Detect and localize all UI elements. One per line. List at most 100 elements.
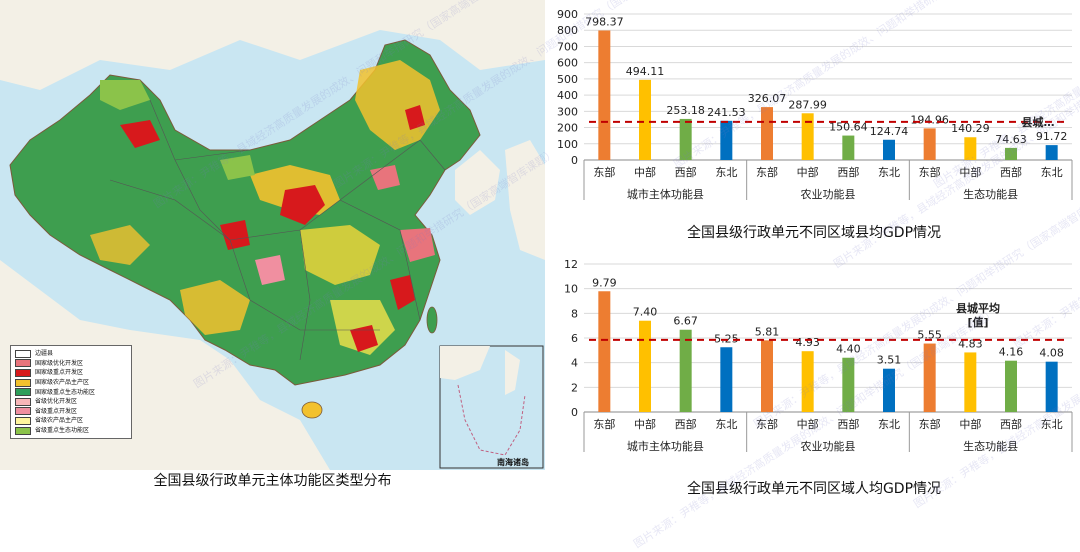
inset-land (440, 346, 490, 380)
zone-guangdong-dev (350, 325, 378, 352)
bar (923, 128, 936, 160)
value-label: 287.99 (788, 98, 827, 111)
legend-item: 边疆县 (15, 349, 127, 359)
per-capita-gdp-chart: 0 2 4 6 8 10 12 9.79 东部 7.40 中部 6.67 西部 5.25 东北城市主体功能县… (564, 258, 1073, 453)
legend-label: 省级优化开发区 (35, 398, 78, 406)
province-boundaries (109, 99, 446, 361)
legend-swatch (15, 416, 31, 425)
category-label: 东部 (593, 165, 615, 179)
category-label: 西部 (837, 165, 859, 179)
legend-item: 省级重点生态功能区 (15, 426, 127, 436)
value-label: 140.29 (951, 122, 990, 135)
category-label: 东北 (715, 166, 737, 179)
inset-philippines (505, 350, 520, 395)
category-label: 东部 (756, 165, 778, 179)
bar (761, 107, 773, 160)
category-label: 西部 (1000, 417, 1022, 431)
bar (1045, 145, 1058, 160)
category-label: 西部 (675, 165, 697, 179)
value-label: 150.64 (829, 121, 868, 134)
value-label: 326.07 (748, 92, 787, 105)
chart1-title: 全国县级行政单元不同区域县均GDP情况 (686, 225, 942, 241)
legend-swatch (15, 426, 31, 435)
bar (883, 139, 895, 160)
y-tick-label: 600 (557, 57, 578, 70)
legend-item: 国家级重点生态功能区 (15, 387, 127, 397)
legend-label: 国家级重点开发区 (35, 369, 84, 377)
y-tick-label: 12 (564, 258, 578, 271)
zone-provincial-dev (255, 255, 285, 285)
value-label: 798.37 (585, 15, 624, 28)
value-label: 5.81 (755, 325, 780, 338)
reference-line-label: 县城… (1022, 115, 1055, 129)
bar (923, 343, 936, 412)
bar (598, 30, 611, 160)
bar (761, 340, 773, 412)
legend-label: 国家级重点生态功能区 (35, 388, 96, 396)
category-label: 中部 (797, 417, 819, 431)
value-label: 91.72 (1036, 130, 1068, 143)
value-label: 4.93 (795, 336, 820, 349)
value-label: 4.08 (1039, 347, 1064, 360)
category-label: 东部 (756, 417, 778, 431)
zone-loess-eco (220, 155, 255, 180)
category-label: 东北 (878, 166, 900, 179)
category-label: 中部 (634, 417, 656, 431)
inset-dash-line (457, 384, 526, 456)
neighbor-land-north (0, 0, 545, 90)
group-label: 生态功能县 (963, 187, 1018, 201)
zone-southwest-agri (180, 280, 250, 335)
legend-label: 省级重点生态功能区 (35, 427, 90, 435)
category-label: 中部 (797, 165, 819, 179)
legend-swatch (15, 397, 31, 406)
legend-label: 国家级农产品主产区 (35, 379, 90, 387)
bar (720, 120, 733, 160)
legend-swatch (15, 359, 31, 368)
bar (801, 351, 814, 412)
japan-land (505, 140, 545, 260)
y-tick-label: 0 (571, 154, 578, 167)
y-tick-label: 400 (557, 89, 578, 102)
bar (1045, 361, 1058, 412)
bar (720, 347, 733, 412)
legend-label: 边疆县 (35, 350, 54, 358)
map-legend: 边疆县 国家级优化开发区 国家级重点开发区 国家级农产品主产区 国家级重点生态功能区 省级… (10, 345, 132, 440)
zone-xinjiang-dev (120, 120, 160, 148)
value-label: 124.74 (870, 125, 909, 138)
value-label: 7.40 (633, 306, 658, 319)
bar (1005, 360, 1017, 412)
reference-line-label: [值] (967, 315, 988, 329)
category-label: 中部 (959, 165, 981, 179)
value-label: 253.18 (666, 104, 705, 117)
legend-item: 省级农产品主产区 (15, 416, 127, 426)
bar (679, 329, 692, 412)
category-label: 中部 (959, 417, 981, 431)
value-label: 9.79 (592, 276, 617, 289)
legend-item: 国家级重点开发区 (15, 368, 127, 378)
legend-label: 省级重点开发区 (35, 407, 78, 415)
value-label: 194.96 (910, 113, 949, 126)
zone-chengdu-dev (220, 220, 250, 250)
value-label: 4.16 (999, 346, 1024, 359)
zone-central-yangtze (300, 225, 380, 285)
y-tick-label: 4 (571, 357, 578, 370)
zone-bohai (370, 165, 400, 190)
group-label: 生态功能县 (963, 439, 1018, 453)
legend-swatch (15, 407, 31, 416)
county-avg-gdp-chart: 0 100 200 300 400 500 600 700 800 900 798.37 东部 494.… (557, 8, 1073, 201)
bar (842, 357, 855, 412)
category-label: 东北 (1041, 166, 1063, 179)
y-tick-label: 2 (571, 381, 578, 394)
legend-item: 国家级优化开发区 (15, 359, 127, 369)
group-label: 城市主体功能县 (627, 439, 704, 453)
y-tick-label: 100 (557, 138, 578, 151)
legend-swatch (15, 378, 31, 387)
map-caption: 全国县级行政单元主体功能区类型分布 (153, 473, 392, 489)
category-label: 西部 (837, 417, 859, 431)
category-label: 东北 (878, 418, 900, 431)
legend-item: 国家级农产品主产区 (15, 378, 127, 388)
category-label: 西部 (675, 417, 697, 431)
value-label: 494.11 (626, 65, 665, 78)
category-label: 东部 (919, 417, 941, 431)
y-tick-label: 6 (571, 332, 578, 345)
